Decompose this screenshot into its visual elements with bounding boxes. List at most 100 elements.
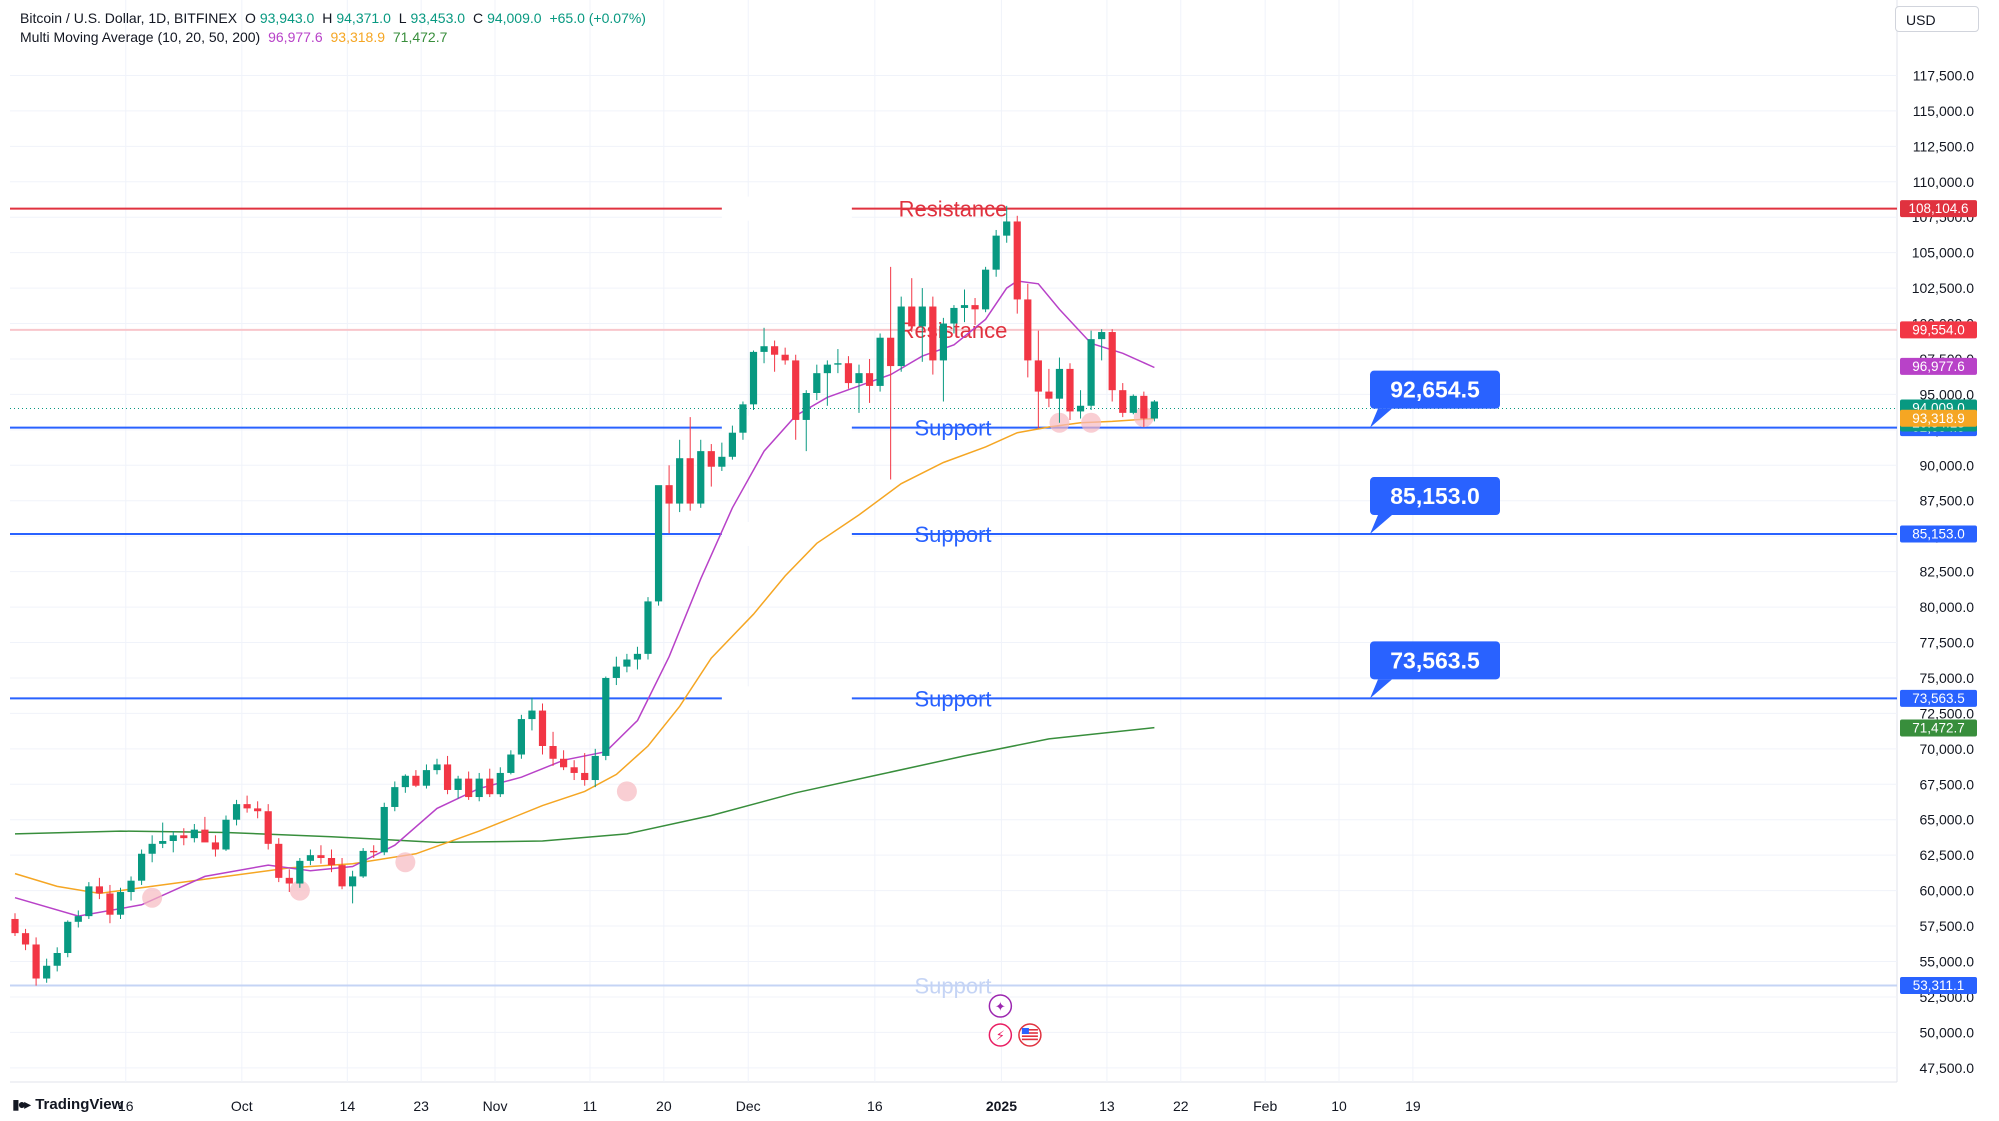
candle-body <box>486 778 494 795</box>
candle-body <box>760 346 768 352</box>
candle-body <box>454 778 462 790</box>
ma20-value: 93,318.9 <box>330 29 386 45</box>
candle-body <box>707 451 715 467</box>
candle-body <box>887 337 895 367</box>
level-label-bg <box>721 196 852 221</box>
level-label: Support <box>914 522 991 547</box>
candle-body <box>686 458 694 504</box>
candle-body <box>222 819 230 850</box>
ma10-value: 96,977.6 <box>268 29 323 45</box>
candle-body <box>380 806 388 853</box>
candle-body <box>1076 405 1085 412</box>
level-price-tag <box>1900 321 1977 339</box>
candle-body <box>306 855 314 861</box>
level-price-tag-text: 99,554.0 <box>1912 322 1965 337</box>
indicator-price-tag-text: 93,318.9 <box>1912 411 1965 426</box>
candle-body <box>623 659 631 667</box>
price-tick-label: 80,000.0 <box>1920 599 1975 615</box>
time-tick-label: 10 <box>1331 1098 1347 1114</box>
candle-body <box>855 373 863 384</box>
time-tick-label: Oct <box>231 1098 253 1114</box>
candle-body <box>359 850 367 877</box>
symbol-title[interactable]: Bitcoin / U.S. Dollar, 1D, BITFINEX <box>20 10 238 26</box>
candle-body <box>1140 395 1148 419</box>
time-axis: 16 Oct 14 23 Nov 11 20 Dec 16 2025 13 22 Feb 10 19 <box>118 1098 1421 1114</box>
price-tick-label: 57,500.0 <box>1920 918 1975 934</box>
indicator-title[interactable]: Multi Moving Average (10, 20, 50, 200) <box>20 29 261 45</box>
us-flag-icon <box>1018 1023 1042 1047</box>
candle-body <box>950 307 958 324</box>
candle-body <box>654 485 663 602</box>
candle-body <box>232 804 241 820</box>
candle-body <box>876 337 884 386</box>
candle-body <box>254 808 262 812</box>
touch-marker <box>395 852 416 873</box>
candle-body <box>296 860 304 884</box>
candle-body <box>180 835 188 839</box>
price-tick-label: 95,000.0 <box>1920 386 1975 402</box>
candle-body <box>834 363 842 365</box>
high-value: 94,371.0 <box>336 10 391 26</box>
candle-body <box>74 916 82 922</box>
candle-body <box>1108 332 1116 391</box>
candle-body <box>1034 360 1042 392</box>
flag-canton <box>1021 1028 1029 1034</box>
indicator-price-tag <box>1900 357 1977 375</box>
candle-body <box>401 775 409 788</box>
candle-body <box>665 485 673 504</box>
candle-body <box>1150 401 1158 419</box>
candle-body <box>823 364 831 374</box>
tradingview-logo-icon: ▮●▸ <box>12 1096 31 1112</box>
candle-body <box>317 855 325 859</box>
candle-body <box>1003 221 1011 236</box>
time-tick-label: 2025 <box>986 1098 1017 1114</box>
callout-label: 73,563.5 <box>1390 647 1480 673</box>
candle-body <box>992 235 1000 270</box>
candle-body <box>43 965 51 979</box>
candle-body <box>264 811 272 844</box>
candle-body <box>802 393 810 420</box>
candle-body <box>1055 368 1064 399</box>
candle-body <box>929 306 937 361</box>
price-tick-label: 117,500.0 <box>1913 67 1974 83</box>
candle-body <box>897 306 905 367</box>
price-tick-label: 67,500.0 <box>1920 776 1975 792</box>
callout-box <box>1370 370 1500 409</box>
time-tick-label: Dec <box>736 1098 761 1114</box>
candle-body <box>739 404 747 433</box>
price-tags: 108,104.699,554.092,654.585,153.073,563.… <box>1900 200 1977 994</box>
close-value: 94,009.0 <box>487 10 542 26</box>
callout-pointer <box>1370 515 1392 535</box>
tradingview-brand[interactable]: ▮●▸ TradingView <box>12 1096 123 1113</box>
change-value: +65.0 (+0.07%) <box>549 10 646 26</box>
candle-body <box>412 775 420 786</box>
candle-body <box>538 710 547 747</box>
callout-label: 85,153.0 <box>1390 483 1480 509</box>
time-tick-label: 16 <box>867 1098 883 1114</box>
candle-body <box>243 804 251 809</box>
candle-body <box>1119 390 1127 413</box>
candle-body <box>148 843 156 854</box>
candle-body <box>844 363 853 384</box>
time-tick-label: 22 <box>1173 1098 1189 1114</box>
currency-button[interactable]: USD <box>1895 6 1979 32</box>
candle-body <box>32 944 40 979</box>
flag-stripe <box>1021 1038 1038 1041</box>
low-label: L <box>398 10 407 26</box>
candle-body <box>612 666 620 678</box>
candle-body <box>127 880 135 893</box>
ma200-value: 71,472.7 <box>392 29 448 45</box>
level-label: Support <box>914 686 991 711</box>
candle-body <box>327 858 336 866</box>
level-label-bg <box>721 522 852 547</box>
candle-body <box>95 886 103 894</box>
candle-body <box>116 892 125 915</box>
touch-marker <box>1081 412 1102 433</box>
candle-body <box>370 850 378 853</box>
candle-body <box>781 354 789 361</box>
price-tick-label: 55,000.0 <box>1920 953 1975 969</box>
brand-label: TradingView <box>35 1096 124 1113</box>
candle-body <box>338 865 346 887</box>
callout-pointer <box>1370 408 1392 428</box>
